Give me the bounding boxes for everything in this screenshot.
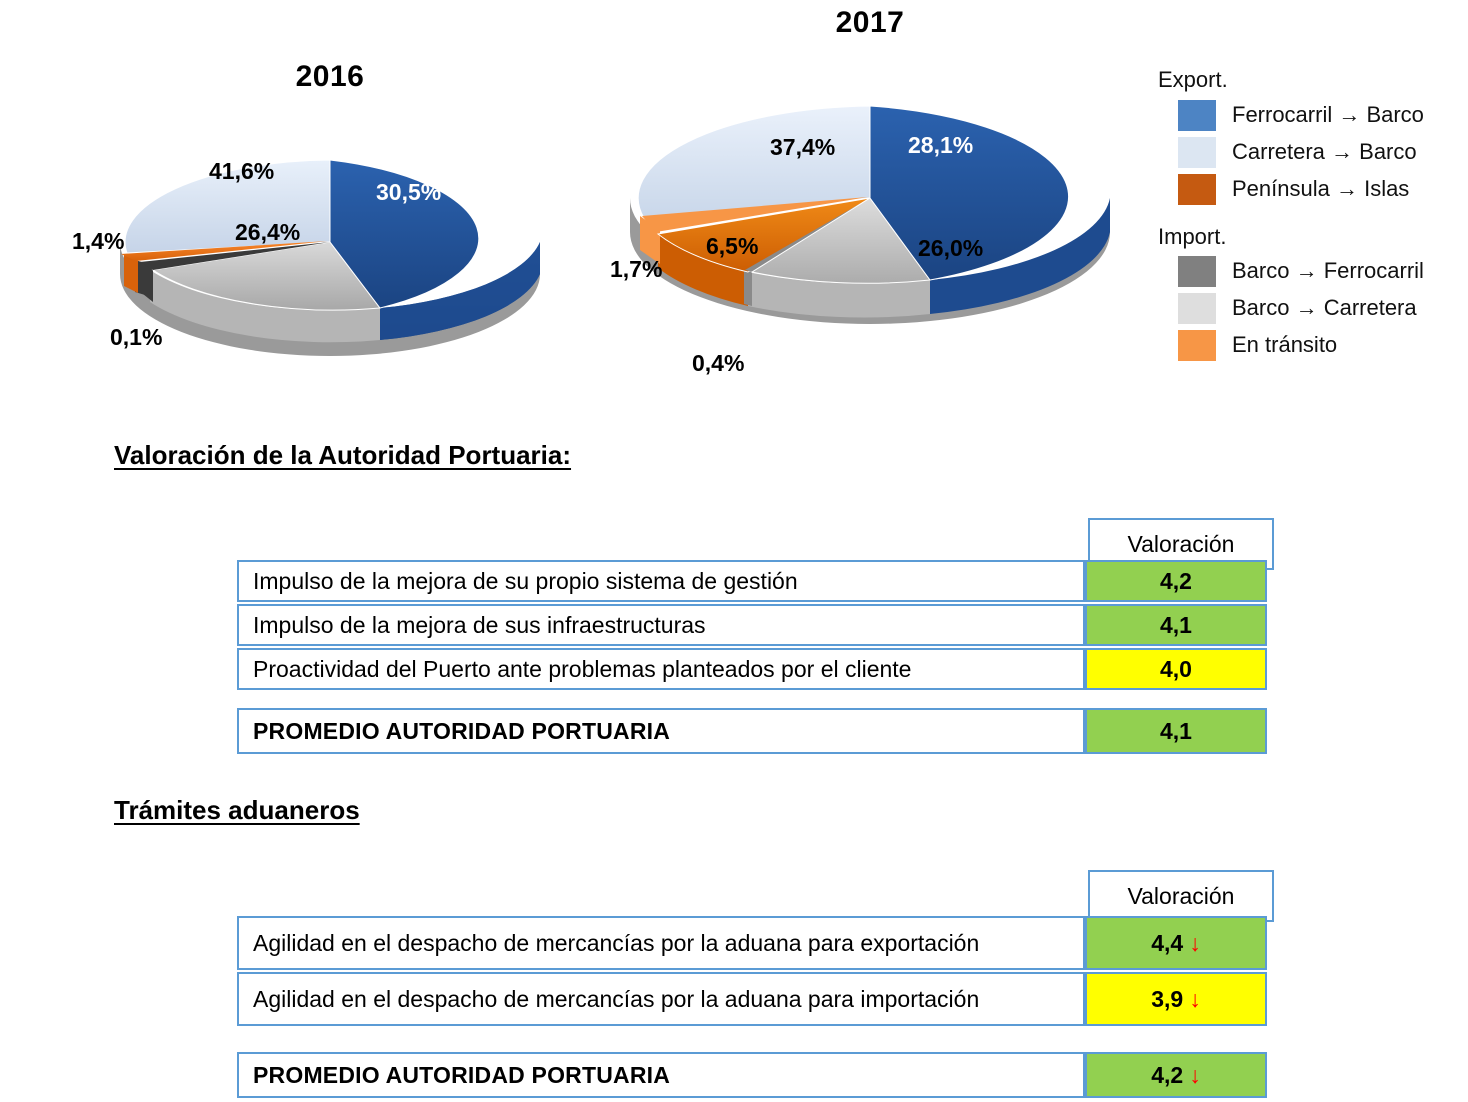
pie-chart-2017-title: 2017 xyxy=(835,6,905,39)
legend-export-heading: Export. xyxy=(1158,67,1228,92)
pie-charts-area: 2016 xyxy=(0,0,1468,420)
pie-chart-2016-graphic xyxy=(120,159,540,356)
row-value-cell: 4,4 ↓ xyxy=(1085,916,1267,970)
table-row-average[interactable]: PROMEDIO AUTORIDAD PORTUARIA 4,1 xyxy=(237,708,1267,754)
table-row-average[interactable]: PROMEDIO AUTORIDAD PORTUARIA 4,2 ↓ xyxy=(237,1052,1267,1098)
legend-item-barco-carretera: Barco → Carretera xyxy=(1178,293,1458,324)
pie-2016-label-1: 26,4% xyxy=(235,219,301,245)
pie-2017-label-1: 26,0% xyxy=(918,235,984,261)
row-value-cell: 4,1 xyxy=(1085,604,1267,646)
pie-chart-2016-title: 2016 xyxy=(295,60,365,93)
trend-down-icon: ↓ xyxy=(1189,985,1201,1012)
pie-2017-label-5: 37,4% xyxy=(770,134,836,160)
legend-item-label: En tránsito xyxy=(1232,332,1338,358)
legend-item-barco-ferrocarril: Barco → Ferrocarril xyxy=(1178,256,1458,287)
color-swatch-icon xyxy=(1178,330,1216,361)
row-value: 4,4 xyxy=(1151,929,1184,956)
section1-table: Impulso de la mejora de su propio sistem… xyxy=(237,560,1267,692)
row-label: Impulso de la mejora de su propio sistem… xyxy=(237,560,1085,602)
table-row[interactable]: Impulso de la mejora de su propio sistem… xyxy=(237,560,1267,602)
row-value-cell: 4,0 xyxy=(1085,648,1267,690)
trend-down-icon: ↓ xyxy=(1189,929,1201,956)
pie-2016-label-4: 41,6% xyxy=(209,158,275,184)
average-value: 4,2 xyxy=(1151,1061,1184,1088)
table-row[interactable]: Proactividad del Puerto ante problemas p… xyxy=(237,648,1267,690)
section2-average-table: PROMEDIO AUTORIDAD PORTUARIA 4,2 ↓ xyxy=(237,1052,1267,1100)
table-row[interactable]: Agilidad en el despacho de mercancías po… xyxy=(237,972,1267,1026)
pie-2016-label-2: 0,1% xyxy=(110,324,163,350)
row-label: Agilidad en el despacho de mercancías po… xyxy=(237,972,1085,1026)
pie-chart-2017: 2017 xyxy=(600,6,1140,380)
legend-item-label: Barco → Carretera xyxy=(1232,295,1417,321)
row-value-cell: 4,2 xyxy=(1085,560,1267,602)
chart-legend: Export. Ferrocarril → Barco Carretera → … xyxy=(1158,66,1458,367)
pie-2017-label-3: 6,5% xyxy=(706,233,759,259)
pie-2017-label-2: 0,4% xyxy=(692,350,745,376)
pie-chart-2016: 2016 xyxy=(72,60,580,372)
section2-table: Agilidad en el despacho de mercancías po… xyxy=(237,916,1267,1028)
legend-item-carretera-barco: Carretera → Barco xyxy=(1178,136,1458,168)
section1-average-table: PROMEDIO AUTORIDAD PORTUARIA 4,1 xyxy=(237,708,1267,756)
section2-valoracion-header: Valoración xyxy=(1088,870,1274,922)
trend-down-icon: ↓ xyxy=(1189,1061,1201,1088)
section-title-tramites-aduaneros: Trámites aduaneros xyxy=(114,795,360,825)
pie-chart-2017-graphic xyxy=(630,105,1110,324)
column-header-valoracion: Valoración xyxy=(1088,870,1274,922)
legend-item-en-transito: En tránsito xyxy=(1178,330,1458,361)
color-swatch-icon xyxy=(1178,173,1216,205)
legend-item-label: Carretera → Barco xyxy=(1232,138,1417,164)
average-label: PROMEDIO AUTORIDAD PORTUARIA xyxy=(237,1052,1085,1098)
color-swatch-icon xyxy=(1178,136,1216,168)
pie-2017-label-4: 1,7% xyxy=(610,256,663,282)
color-swatch-icon xyxy=(1178,256,1216,287)
row-value: 4,2 xyxy=(1160,567,1192,594)
legend-import-heading: Import. xyxy=(1158,223,1227,249)
row-label: Impulso de la mejora de sus infraestruct… xyxy=(237,604,1085,646)
legend-item-label: Península → Islas xyxy=(1232,175,1410,201)
pie-2016-label-0: 30,5% xyxy=(376,179,442,205)
table-row[interactable]: Agilidad en el despacho de mercancías po… xyxy=(237,916,1267,970)
row-value: 4,1 xyxy=(1160,611,1192,638)
color-swatch-icon xyxy=(1178,99,1216,131)
legend-item-label: Barco → Ferrocarril xyxy=(1232,258,1424,284)
row-value-cell: 3,9 ↓ xyxy=(1085,972,1267,1026)
section-title-valoracion-autoridad-portuaria: Valoración de la Autoridad Portuaria: xyxy=(114,440,572,470)
average-value-cell: 4,2 ↓ xyxy=(1085,1052,1267,1098)
color-swatch-icon xyxy=(1178,293,1216,324)
row-label: Proactividad del Puerto ante problemas p… xyxy=(237,648,1085,690)
row-label: Agilidad en el despacho de mercancías po… xyxy=(237,916,1085,970)
legend-item-ferrocarril-barco: Ferrocarril → Barco xyxy=(1178,99,1458,131)
row-value: 3,9 xyxy=(1151,985,1184,1012)
legend-item-peninsula-islas: Península → Islas xyxy=(1178,173,1458,205)
pie-2017-label-0: 28,1% xyxy=(908,132,974,158)
table-row[interactable]: Impulso de la mejora de sus infraestruct… xyxy=(237,604,1267,646)
row-value: 4,0 xyxy=(1160,655,1192,682)
average-label: PROMEDIO AUTORIDAD PORTUARIA xyxy=(237,708,1085,754)
pie-2016-label-3: 1,4% xyxy=(72,228,125,254)
average-value-cell: 4,1 xyxy=(1085,708,1267,754)
legend-item-label: Ferrocarril → Barco xyxy=(1232,101,1424,127)
average-value: 4,1 xyxy=(1160,717,1192,744)
